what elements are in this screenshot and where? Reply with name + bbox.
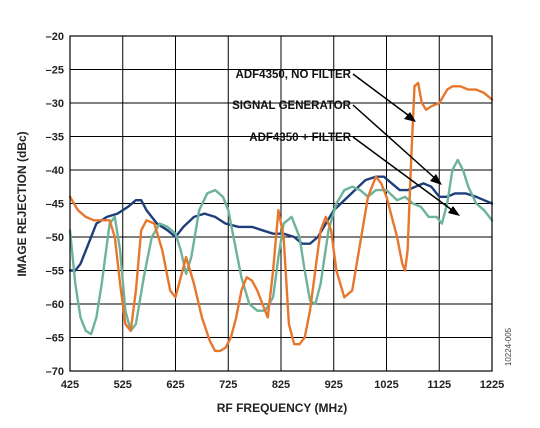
series-line-adf4350-filter xyxy=(68,158,494,336)
y-tick-label: –40 xyxy=(46,165,64,177)
y-tick-label: –30 xyxy=(46,98,64,110)
x-tick-label: 725 xyxy=(219,379,237,391)
plot-frame xyxy=(69,35,493,372)
y-axis-title: IMAGE REJECTION (dBc) xyxy=(15,131,29,276)
x-tick-label: 1025 xyxy=(374,379,398,391)
legend-leader-signal-generator xyxy=(352,104,439,182)
x-tick-label: 1125 xyxy=(427,379,451,391)
y-tick-label: –25 xyxy=(46,65,64,77)
x-tick-label: 625 xyxy=(166,379,184,391)
legend-arrowhead-adf4350-plus-filter xyxy=(448,206,460,216)
legend-label-adf4350-no-filter: ADF4350, NO FILTER xyxy=(236,69,352,81)
grid-lines xyxy=(69,35,493,372)
legend-arrowhead-signal-generator xyxy=(430,174,442,185)
legend-arrowhead-adf4350-no-filter xyxy=(404,112,416,122)
y-tick-label: –60 xyxy=(46,299,64,311)
legend-label-adf4350-plus-filter: ADF4350 + FILTER xyxy=(249,132,351,144)
x-tick-label: 925 xyxy=(325,379,343,391)
x-tick-label: 425 xyxy=(61,379,79,391)
series-line-signal-generator xyxy=(68,175,494,272)
series-lines xyxy=(68,81,494,353)
x-tick-label: 525 xyxy=(114,379,132,391)
y-tick-label: –20 xyxy=(46,31,64,43)
legend-leader-adf4350-plus-filter xyxy=(352,136,457,214)
series-line-adf4350-no-filter xyxy=(68,81,494,353)
y-tick-label: –45 xyxy=(46,199,64,211)
x-tick-label: 825 xyxy=(272,379,290,391)
y-tick-label: –70 xyxy=(46,366,64,378)
figure-id: 10224-005 xyxy=(504,327,513,366)
y-tick-label: –55 xyxy=(46,266,64,278)
annotations: ADF4350, NO FILTER SIGNAL GENERATOR ADF4… xyxy=(232,69,460,216)
y-tick-labels: –20 –25 –30 –35 –40 –45 –50 –55 –60 –65 –70 xyxy=(46,31,64,378)
x-tick-label: 1225 xyxy=(480,379,504,391)
legend-leader-adf4350-no-filter xyxy=(352,73,413,119)
y-tick-label: –35 xyxy=(46,132,64,144)
x-axis-title: RF FREQUENCY (MHz) xyxy=(217,401,347,415)
y-tick-label: –50 xyxy=(46,232,64,244)
y-tick-label: –65 xyxy=(46,333,64,345)
x-tick-labels: 425 525 625 725 825 925 1025 1125 1225 xyxy=(61,379,504,391)
legend-label-signal-generator: SIGNAL GENERATOR xyxy=(232,100,352,112)
